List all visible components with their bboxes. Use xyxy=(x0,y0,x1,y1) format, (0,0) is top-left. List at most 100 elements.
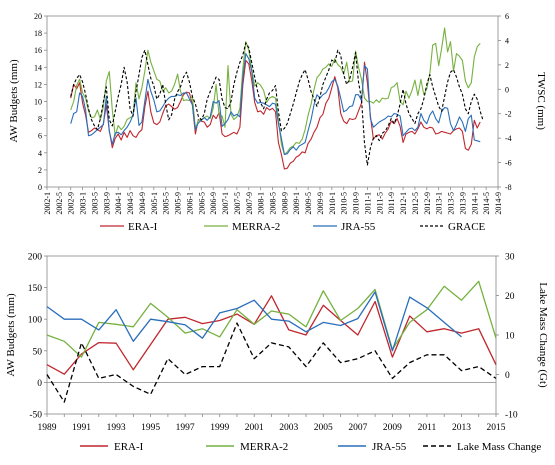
top-legend-label: ERA-I xyxy=(128,221,158,233)
top-y2-tick-label: -8 xyxy=(505,183,512,192)
top-y-tick-label: 18 xyxy=(34,29,42,38)
bottom-y-tick-label: 0 xyxy=(37,379,42,389)
top-y-tick-label: 0 xyxy=(38,183,42,192)
top-y-tick-label: 6 xyxy=(38,132,42,141)
top-y2-axis-label: TWSC (mm) xyxy=(535,72,547,130)
top-x-tick-label: 2002-5 xyxy=(55,192,64,215)
top-y-tick-label: 4 xyxy=(38,149,42,158)
top-x-tick-label: 2012-5 xyxy=(411,192,420,215)
top-y2-tick-label: 2 xyxy=(505,61,509,70)
top-x-tick-label: 2010-5 xyxy=(340,192,349,215)
top-y-tick-label: 8 xyxy=(38,115,42,124)
bottom-x-tick-label: 1997 xyxy=(176,423,195,433)
bottom-x-tick-label: 2001 xyxy=(245,423,264,433)
bottom-y-tick-label: 100 xyxy=(28,316,43,326)
bottom-y-tick-label: -50 xyxy=(29,411,42,421)
top-x-tick-label: 2014-5 xyxy=(482,192,491,215)
top-x-tick-label: 2002-9 xyxy=(67,192,76,215)
bottom-y-tick-label: 200 xyxy=(28,253,43,263)
top-x-tick-label: 2009-5 xyxy=(304,192,313,215)
top-x-tick-label: 2003-5 xyxy=(90,192,99,215)
bottom-legend-label: MERRA-2 xyxy=(240,441,288,453)
top-y-tick-label: 20 xyxy=(34,12,42,21)
top-x-tick-label: 2011-5 xyxy=(375,192,384,214)
top-x-tick-label: 2005-1 xyxy=(150,192,159,215)
bottom-x-tick-label: 2015 xyxy=(487,423,506,433)
top-x-tick-label: 2010-1 xyxy=(328,192,337,215)
top-x-tick-label: 2008-1 xyxy=(257,192,266,215)
top-x-tick-label: 2007-9 xyxy=(245,192,254,215)
bottom-ticks: -50 0 50 100 150 200 -10 0 10 20 30 1989 1991 1993 199… xyxy=(28,253,518,434)
bottom-x-tick-label: 2011 xyxy=(418,423,437,433)
top-x-tick-label: 2007-1 xyxy=(221,192,230,215)
top-y-tick-label: 2 xyxy=(38,166,42,175)
top-y-tick-label: 16 xyxy=(34,46,42,55)
bottom-y2-tick-label: 20 xyxy=(505,292,515,302)
bottom-x-tick-label: 2007 xyxy=(348,423,367,433)
top-y2-tick-label: 6 xyxy=(505,12,509,21)
top-x-tick-label: 2004-1 xyxy=(114,192,123,215)
bottom-series-group xyxy=(46,280,497,403)
bottom-y2-tick-label: 30 xyxy=(505,253,515,263)
bottom-x-tick-label: 1993 xyxy=(107,423,126,433)
top-legend: ERA-I MERRA-2 JRA-55 GRACE xyxy=(100,221,486,233)
top-y2-tick-label: 0 xyxy=(505,85,509,94)
top-legend-label: MERRA-2 xyxy=(232,221,280,233)
bottom-x-tick-label: 2003 xyxy=(279,423,298,433)
top-y-tick-label: 14 xyxy=(34,63,42,72)
top-y-tick-label: 10 xyxy=(34,98,42,107)
top-x-tick-label: 2006-9 xyxy=(209,192,218,215)
bottom-x-tick-label: 2013 xyxy=(452,423,471,433)
top-x-tick-label: 2005-9 xyxy=(174,192,183,215)
bottom-series-line-jra-55 xyxy=(46,291,462,352)
top-x-tick-label: 2010-9 xyxy=(352,192,361,215)
top-x-tick-label: 2004-5 xyxy=(126,192,135,215)
bottom-legend: ERA-I MERRA-2 JRA-55 Lake Mass Change xyxy=(80,441,541,453)
top-x-tick-label: 2003-1 xyxy=(79,192,88,215)
top-y2-tick-label: -6 xyxy=(505,159,512,168)
top-y2-tick-label: -4 xyxy=(505,134,512,143)
top-x-tick-label: 2013-5 xyxy=(447,192,456,215)
bottom-y-tick-label: 50 xyxy=(33,347,43,357)
top-x-tick-label: 2003-9 xyxy=(102,192,111,215)
bottom-chart: -50 0 50 100 150 200 -10 0 10 20 30 1989 1991 1993 199… xyxy=(5,253,549,454)
bottom-x-tick-label: 1999 xyxy=(210,423,229,433)
top-x-tick-label: 2014-1 xyxy=(470,192,479,215)
top-series-line-era-i xyxy=(70,59,481,170)
bottom-y-axis-label: AW Budgets (mm) xyxy=(5,293,17,377)
top-x-tick-label: 2005-5 xyxy=(162,192,171,215)
top-x-tick-label: 2011-9 xyxy=(387,192,396,214)
top-plot-frame xyxy=(46,15,499,188)
bottom-x-tick-label: 1995 xyxy=(141,423,160,433)
bottom-series-line-merra-2 xyxy=(46,280,497,358)
top-x-tick-label: 2007-5 xyxy=(233,192,242,215)
bottom-series-line-era-i xyxy=(46,295,497,375)
top-x-tick-label: 2008-9 xyxy=(280,192,289,215)
top-x-tick-label: 2002-1 xyxy=(43,192,52,215)
top-series-line-jra-55 xyxy=(70,53,481,156)
top-x-tick-label: 2006-5 xyxy=(197,192,206,215)
top-x-tick-label: 2012-9 xyxy=(423,192,432,215)
top-x-tick-label: 2014-9 xyxy=(494,192,503,215)
bottom-y2-axis-label: Lake Mass Change (Gt) xyxy=(537,282,549,388)
top-y-axis-label: AW Budgets (mm) xyxy=(8,59,20,143)
top-series-line-grace xyxy=(70,42,484,166)
top-x-tick-label: 2008-5 xyxy=(269,192,278,215)
bottom-series-line-lake-mass-change xyxy=(46,322,497,403)
top-series-group xyxy=(70,27,484,170)
bottom-legend-label: ERA-I xyxy=(114,441,144,453)
top-x-tick-label: 2006-1 xyxy=(185,192,194,215)
bottom-y2-tick-label: 0 xyxy=(505,371,510,381)
bottom-x-tick-label: 2009 xyxy=(383,423,402,433)
bottom-y2-tick-label: 10 xyxy=(505,332,515,342)
top-legend-label: GRACE xyxy=(448,221,486,233)
bottom-legend-label: JRA-55 xyxy=(372,441,407,453)
top-series-line-merra-2 xyxy=(70,27,481,156)
bottom-x-tick-label: 2005 xyxy=(314,423,333,433)
top-x-tick-label: 2009-1 xyxy=(292,192,301,215)
bottom-y-tick-label: 150 xyxy=(28,284,43,294)
bottom-plot-frame xyxy=(46,255,497,415)
